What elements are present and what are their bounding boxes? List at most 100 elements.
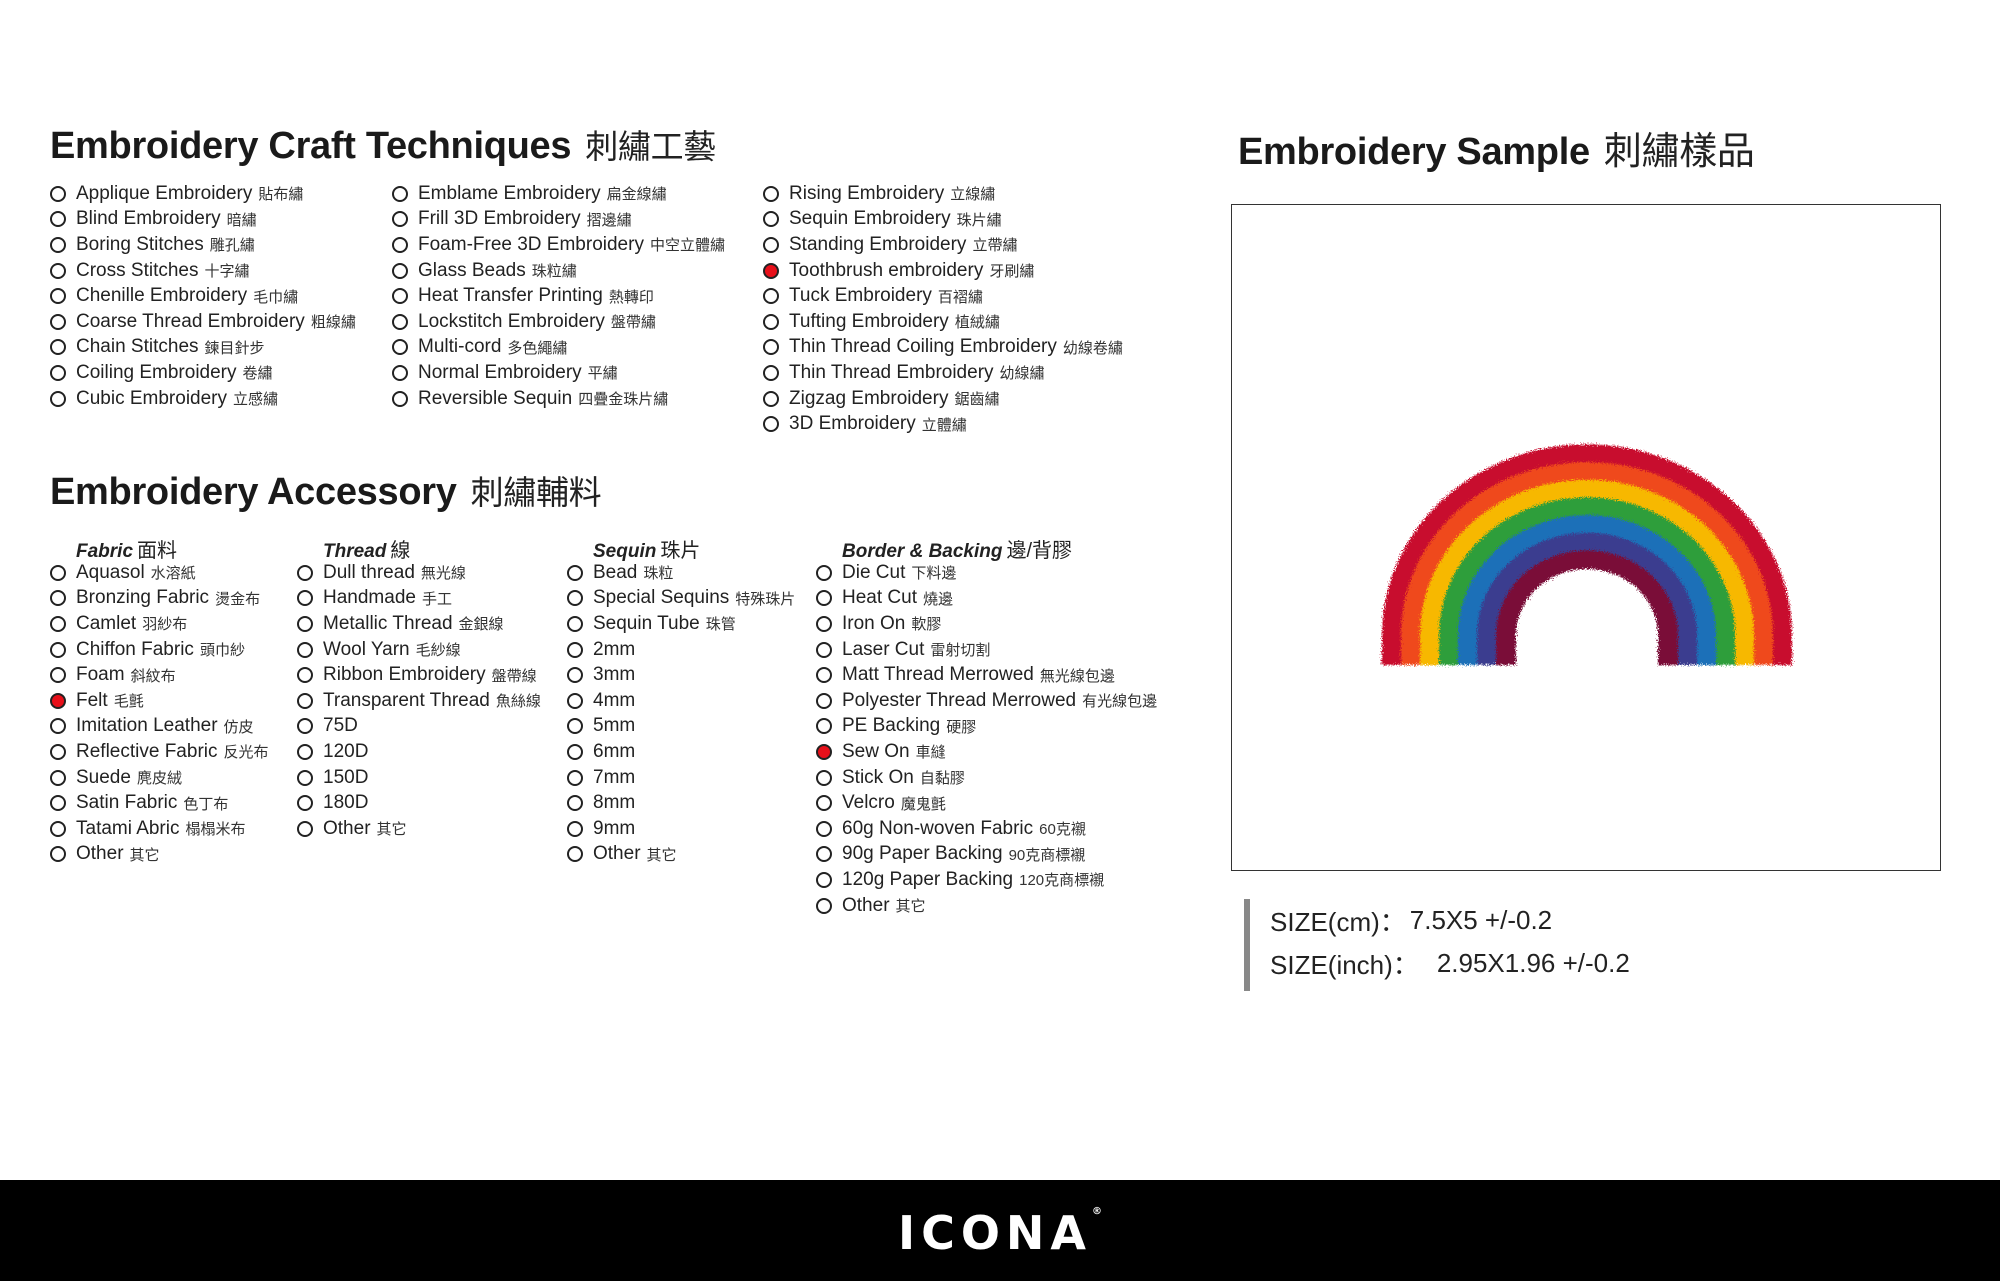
option-pe-backing[interactable]: PE Backing 硬膠 — [816, 714, 1157, 740]
option-suede[interactable]: Suede 麂皮絨 — [50, 765, 269, 791]
radio-unselected-icon[interactable] — [297, 615, 313, 632]
radio-unselected-icon[interactable] — [816, 641, 832, 658]
option-applique-embroidery[interactable]: Applique Embroidery 貼布繡 — [50, 181, 356, 207]
radio-unselected-icon[interactable] — [763, 211, 779, 228]
radio-unselected-icon[interactable] — [763, 236, 779, 253]
option-boring-stitches[interactable]: Boring Stitches 雕孔繡 — [50, 232, 356, 258]
radio-unselected-icon[interactable] — [50, 339, 66, 356]
option-glass-beads[interactable]: Glass Beads 珠粒繡 — [392, 258, 725, 284]
option-180d[interactable]: 180D — [297, 790, 541, 816]
option-heat-transfer-printing[interactable]: Heat Transfer Printing 熱轉印 — [392, 283, 725, 309]
radio-unselected-icon[interactable] — [297, 590, 313, 607]
radio-unselected-icon[interactable] — [567, 564, 583, 581]
radio-unselected-icon[interactable] — [567, 820, 583, 837]
radio-unselected-icon[interactable] — [392, 364, 408, 381]
option-cubic-embroidery[interactable]: Cubic Embroidery 立感繡 — [50, 386, 356, 412]
radio-unselected-icon[interactable] — [50, 667, 66, 684]
radio-unselected-icon[interactable] — [392, 211, 408, 228]
option-tufting-embroidery[interactable]: Tufting Embroidery 植絨繡 — [763, 309, 1123, 335]
radio-unselected-icon[interactable] — [567, 641, 583, 658]
option-60g-non-woven-fabric[interactable]: 60g Non-woven Fabric 60克襯 — [816, 816, 1157, 842]
radio-unselected-icon[interactable] — [50, 846, 66, 863]
radio-unselected-icon[interactable] — [297, 743, 313, 760]
radio-unselected-icon[interactable] — [816, 615, 832, 632]
option-9mm[interactable]: 9mm — [567, 816, 795, 842]
radio-unselected-icon[interactable] — [50, 615, 66, 632]
option-bead[interactable]: Bead 珠粒 — [567, 560, 795, 586]
radio-unselected-icon[interactable] — [50, 564, 66, 581]
option-laser-cut[interactable]: Laser Cut 雷射切割 — [816, 637, 1157, 663]
option-reversible-sequin[interactable]: Reversible Sequin 四疊金珠片繡 — [392, 386, 725, 412]
option-lockstitch-embroidery[interactable]: Lockstitch Embroidery 盤帶繡 — [392, 309, 725, 335]
radio-unselected-icon[interactable] — [297, 820, 313, 837]
radio-unselected-icon[interactable] — [50, 236, 66, 253]
option-chenille-embroidery[interactable]: Chenille Embroidery 毛巾繡 — [50, 283, 356, 309]
radio-unselected-icon[interactable] — [297, 667, 313, 684]
radio-unselected-icon[interactable] — [816, 846, 832, 863]
option-chain-stitches[interactable]: Chain Stitches 鍊目針步 — [50, 335, 356, 361]
radio-unselected-icon[interactable] — [763, 185, 779, 202]
option-other[interactable]: Other 其它 — [50, 842, 269, 868]
option-metallic-thread[interactable]: Metallic Thread 金銀線 — [297, 611, 541, 637]
radio-selected-icon[interactable] — [816, 743, 832, 760]
option-multi-cord[interactable]: Multi-cord 多色繩繡 — [392, 335, 725, 361]
option-imitation-leather[interactable]: Imitation Leather 仿皮 — [50, 714, 269, 740]
option-foam[interactable]: Foam 斜紋布 — [50, 662, 269, 688]
radio-unselected-icon[interactable] — [567, 667, 583, 684]
radio-unselected-icon[interactable] — [50, 262, 66, 279]
option-handmade[interactable]: Handmade 手工 — [297, 586, 541, 612]
radio-unselected-icon[interactable] — [567, 692, 583, 709]
radio-unselected-icon[interactable] — [50, 313, 66, 330]
radio-unselected-icon[interactable] — [392, 185, 408, 202]
radio-unselected-icon[interactable] — [567, 795, 583, 812]
radio-unselected-icon[interactable] — [392, 339, 408, 356]
option-polyester-thread-merrowed[interactable]: Polyester Thread Merrowed 有光線包邊 — [816, 688, 1157, 714]
radio-unselected-icon[interactable] — [567, 718, 583, 735]
radio-unselected-icon[interactable] — [392, 236, 408, 253]
option-75d[interactable]: 75D — [297, 714, 541, 740]
option-other[interactable]: Other 其它 — [567, 842, 795, 868]
option-thin-thread-embroidery[interactable]: Thin Thread Embroidery 幼線繡 — [763, 360, 1123, 386]
radio-unselected-icon[interactable] — [50, 718, 66, 735]
option-3mm[interactable]: 3mm — [567, 662, 795, 688]
radio-unselected-icon[interactable] — [567, 846, 583, 863]
option-coarse-thread-embroidery[interactable]: Coarse Thread Embroidery 粗線繡 — [50, 309, 356, 335]
option-other[interactable]: Other 其它 — [297, 816, 541, 842]
option-foam-free-3d-embroidery[interactable]: Foam-Free 3D Embroidery 中空立體繡 — [392, 232, 725, 258]
radio-unselected-icon[interactable] — [816, 795, 832, 812]
option-matt-thread-merrowed[interactable]: Matt Thread Merrowed 無光線包邊 — [816, 662, 1157, 688]
option-sew-on[interactable]: Sew On 車縫 — [816, 739, 1157, 765]
option-tuck-embroidery[interactable]: Tuck Embroidery 百褶繡 — [763, 283, 1123, 309]
radio-unselected-icon[interactable] — [392, 288, 408, 305]
radio-unselected-icon[interactable] — [567, 769, 583, 786]
option-120g-paper-backing[interactable]: 120g Paper Backing 120克商標襯 — [816, 867, 1157, 893]
radio-unselected-icon[interactable] — [763, 288, 779, 305]
option-wool-yarn[interactable]: Wool Yarn 毛紗線 — [297, 637, 541, 663]
option-heat-cut[interactable]: Heat Cut 燒邊 — [816, 586, 1157, 612]
radio-selected-icon[interactable] — [50, 692, 66, 709]
radio-unselected-icon[interactable] — [50, 641, 66, 658]
option-toothbrush-embroidery[interactable]: Toothbrush embroidery 牙刷繡 — [763, 258, 1123, 284]
radio-unselected-icon[interactable] — [50, 590, 66, 607]
radio-selected-icon[interactable] — [763, 262, 779, 279]
option-2mm[interactable]: 2mm — [567, 637, 795, 663]
radio-unselected-icon[interactable] — [816, 564, 832, 581]
radio-unselected-icon[interactable] — [50, 211, 66, 228]
radio-unselected-icon[interactable] — [763, 416, 779, 433]
option-felt[interactable]: Felt 毛氈 — [50, 688, 269, 714]
option-standing-embroidery[interactable]: Standing Embroidery 立帶繡 — [763, 232, 1123, 258]
radio-unselected-icon[interactable] — [50, 795, 66, 812]
radio-unselected-icon[interactable] — [816, 718, 832, 735]
radio-unselected-icon[interactable] — [50, 185, 66, 202]
option-zigzag-embroidery[interactable]: Zigzag Embroidery 鋸齒繡 — [763, 386, 1123, 412]
radio-unselected-icon[interactable] — [50, 743, 66, 760]
option-frill-3d-embroidery[interactable]: Frill 3D Embroidery 摺邊繡 — [392, 207, 725, 233]
radio-unselected-icon[interactable] — [297, 769, 313, 786]
radio-unselected-icon[interactable] — [392, 390, 408, 407]
radio-unselected-icon[interactable] — [297, 641, 313, 658]
option-velcro[interactable]: Velcro 魔鬼氈 — [816, 790, 1157, 816]
radio-unselected-icon[interactable] — [392, 313, 408, 330]
option-chiffon-fabric[interactable]: Chiffon Fabric 頭巾紗 — [50, 637, 269, 663]
radio-unselected-icon[interactable] — [816, 667, 832, 684]
radio-unselected-icon[interactable] — [567, 615, 583, 632]
